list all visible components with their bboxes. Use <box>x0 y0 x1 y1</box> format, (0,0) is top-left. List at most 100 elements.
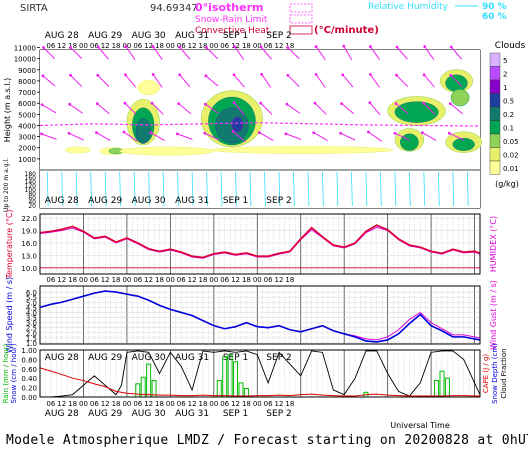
day-label: SEP 1 <box>223 31 248 41</box>
panel-background <box>40 214 480 274</box>
wind-arrow <box>369 102 381 116</box>
rh-contour <box>322 171 324 207</box>
rh-contour <box>235 171 237 207</box>
y-tick-label: 60 <box>28 195 36 202</box>
y-tick-label: 1000 <box>18 156 36 164</box>
y-axis-label-snowdepth: Snow Depth (cm) <box>491 343 499 404</box>
hour-tick-label: 18 <box>112 276 121 284</box>
wind-arrow <box>206 47 219 60</box>
y-tick-label: 5000 <box>18 111 36 119</box>
rh-contour <box>61 171 64 207</box>
wind-arrow-head <box>259 45 263 49</box>
hour-tick-label: 06 <box>220 42 229 50</box>
wind-arrow-head <box>233 45 236 48</box>
wind-arrow-head <box>286 46 290 49</box>
y-tick-label: 20 <box>28 203 36 210</box>
hour-tick-label: 18 <box>155 42 164 50</box>
hour-tick-label: 06 <box>177 276 186 284</box>
y-axis-label-cloudfrac: Cloud Fraction <box>500 348 508 398</box>
y-tick-label: 5.0 <box>26 299 37 307</box>
rh-contour <box>437 171 440 207</box>
wind-arrow <box>68 132 84 141</box>
hour-tick-label: 00 <box>209 400 218 408</box>
wind-arrow-head <box>122 130 126 134</box>
rh-contour <box>162 171 165 207</box>
wind-arrow-head <box>394 102 398 106</box>
wind-arrow-head <box>150 101 154 105</box>
wind-arrow-head <box>449 73 453 77</box>
wind-arrow-head <box>422 101 426 105</box>
hour-tick-label: 06 <box>90 42 99 50</box>
y-tick-label: 1.0 <box>26 340 37 348</box>
y-tick-label: 40 <box>28 199 36 206</box>
wind-arrow-head <box>448 102 452 106</box>
wind-arrow-head <box>177 102 181 106</box>
wind-arrow <box>450 103 463 115</box>
y-tick-label: 0.40 <box>21 375 37 383</box>
rh-contour <box>336 171 339 207</box>
wind-arrow-head <box>447 131 451 135</box>
rh-level: 60 % <box>482 12 507 22</box>
panel-frame <box>39 349 481 398</box>
cloud-cell <box>211 146 394 154</box>
rh-contour <box>104 171 107 207</box>
colorbar-level: 2 <box>503 71 507 79</box>
wind-arrow <box>96 132 111 142</box>
wind-arrow-head <box>95 102 99 106</box>
rh-contour <box>466 171 469 207</box>
wind-arrow-head <box>340 102 344 106</box>
hour-tick-label: 12 <box>57 42 66 50</box>
rh-contour <box>264 171 266 207</box>
day-label: SEP 1 <box>223 353 248 363</box>
wind-arrow <box>151 102 164 115</box>
day-label: AUG 30 <box>132 353 166 363</box>
hour-tick-label: 18 <box>242 42 251 50</box>
hour-tick-label: 00 <box>253 276 262 284</box>
series-line-primary <box>39 290 481 343</box>
y-tick-label: 100 <box>25 187 37 194</box>
hour-tick-label: 00 <box>122 276 131 284</box>
wind-arrow-head <box>151 73 155 76</box>
wind-arrow <box>43 47 56 60</box>
y-axis-label: Temperature (°C) <box>5 209 14 279</box>
hour-tick-label: 00 <box>122 400 131 408</box>
wind-arrow-head <box>95 131 98 135</box>
day-label: SEP 1 <box>223 196 248 206</box>
wind-arrow-head <box>422 73 426 77</box>
y-tick-label: 4000 <box>18 122 36 130</box>
colorbar-level: 0.2 <box>503 111 514 119</box>
y-tick-label: 3000 <box>18 134 36 142</box>
wind-arrow <box>178 103 192 115</box>
hour-tick-label: 12 <box>101 276 110 284</box>
wind-arrow-head <box>178 73 182 77</box>
cloud-cell <box>452 137 475 151</box>
wind-arrow <box>368 131 382 142</box>
y-tick-label: 2000 <box>18 145 36 153</box>
wind-arrow <box>287 47 300 60</box>
panel-background <box>40 350 480 397</box>
rh-contour <box>191 171 194 207</box>
wind-arrow <box>423 102 436 115</box>
y-tick-label: 7000 <box>18 89 36 97</box>
wind-arrow <box>260 46 272 60</box>
wind-arrow-head <box>312 131 316 135</box>
y-tick-label: 6000 <box>18 100 36 108</box>
y-tick-label: 6.0 <box>26 289 37 297</box>
wind-arrow <box>315 46 326 60</box>
wind-arrow-head <box>313 101 317 105</box>
wind-arrow-head <box>342 44 346 48</box>
colorbar-swatch <box>489 160 501 175</box>
wind-arrow-head <box>203 131 207 135</box>
hour-tick-label: 18 <box>155 400 164 408</box>
wind-arrow-head <box>232 73 236 77</box>
hour-tick-label: 06 <box>264 276 273 284</box>
wind-arrow <box>232 131 246 143</box>
wind-arrow <box>97 74 110 87</box>
y-tick-label: 10.0 <box>21 265 37 273</box>
hour-tick-label: 06 <box>177 400 186 408</box>
y-tick-label: 16.0 <box>21 240 37 248</box>
wind-arrow <box>341 103 355 115</box>
wind-arrow <box>233 102 245 116</box>
wind-arrow-head <box>96 45 100 49</box>
wind-arrow <box>286 103 301 114</box>
